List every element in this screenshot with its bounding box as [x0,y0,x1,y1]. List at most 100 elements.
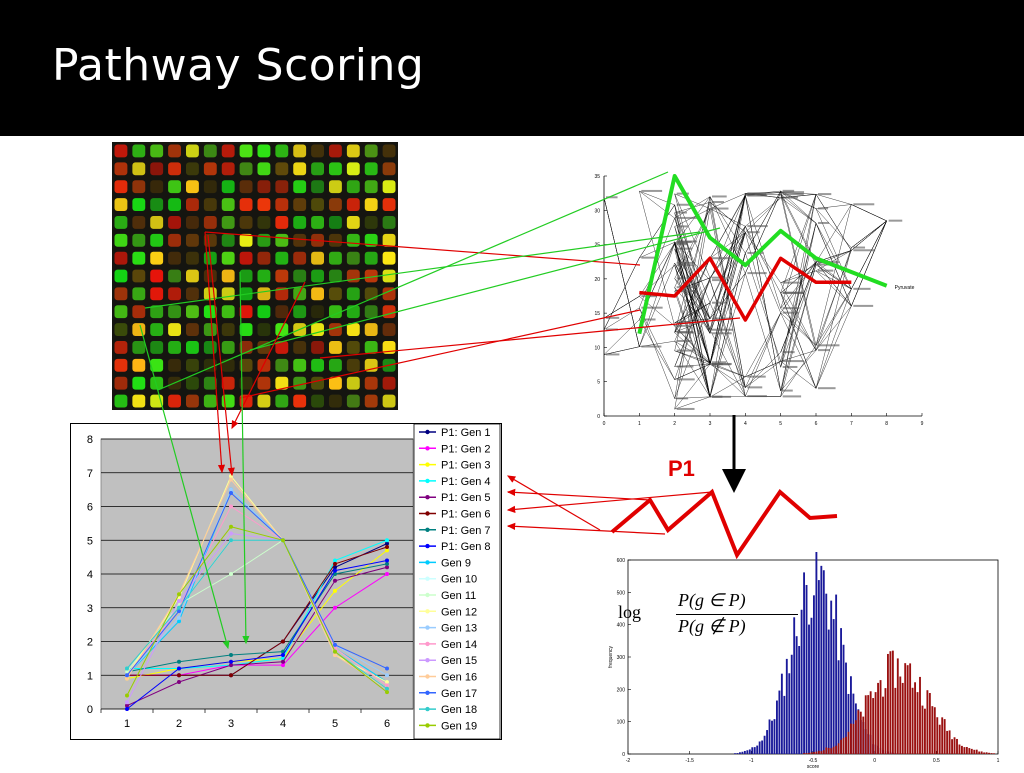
microarray-spot [186,162,199,175]
network-edge [675,364,710,409]
microarray-spot [311,180,324,193]
legend-swatch-marker [425,479,429,483]
microarray-spot [293,252,306,265]
network-edge [604,197,639,346]
microarray-spot [258,198,271,211]
hist-bar [991,753,993,754]
microarray-spot [258,270,271,283]
microarray-spot [132,359,145,372]
legend-swatch-marker [425,674,429,678]
network-node-label [606,196,618,198]
hist-bar [808,625,810,754]
network-y-tick-label: 5 [597,380,600,386]
microarray-spot [258,341,271,354]
network-node-label [712,257,730,259]
microarray-spot [347,287,360,300]
microarray-spot [204,359,217,372]
network-node-label [677,217,699,219]
microarray-spot [347,234,360,247]
microarray-spot [293,377,306,390]
network-node-label [677,212,687,214]
line-point [281,660,285,664]
microarray-spot [132,341,145,354]
network-node-label [677,350,696,352]
network-node-label [712,302,726,304]
hist-bar [889,651,891,754]
hist-bar [966,747,968,754]
network-edge [816,289,851,388]
microarray-spot [383,145,396,158]
hist-bar [781,674,783,754]
microarray-spot [293,180,306,193]
line-point [385,667,389,671]
microarray-spot [365,341,378,354]
hist-bar [993,753,995,754]
network-node-label [712,329,733,331]
network-node-label [677,397,688,399]
microarray-spot [258,287,271,300]
microarray-spot [275,162,288,175]
microarray-spot [186,216,199,229]
microarray-spot [240,287,253,300]
microarray-spot [293,162,306,175]
legend-swatch-marker [425,528,429,532]
microarray-spot [329,162,342,175]
hist-bar [897,658,899,754]
hist-bar [764,736,766,754]
hist-bar [936,717,938,754]
legend-swatch-marker [425,609,429,613]
hist-bar [830,601,832,754]
microarray-spot [293,234,306,247]
hist-bar [843,738,845,754]
hist-bar [771,721,773,754]
microarray-spot [329,305,342,318]
hist-bar [778,691,780,754]
microarray-spot [275,305,288,318]
hist-bar [939,725,941,754]
microarray-spot [222,287,235,300]
microarray-spot [347,180,360,193]
network-node-label [783,351,795,353]
formula-log: log [618,602,641,623]
microarray-spot [347,145,360,158]
legend-entry: Gen 19 [441,720,477,732]
hist-bar [867,695,869,754]
hist-bar [961,746,963,754]
legend-swatch-marker [425,511,429,515]
network-node-label [783,193,804,195]
network-node-label [783,390,793,392]
line-point [125,707,129,711]
network-node-label [818,270,833,272]
hist-bar [746,750,748,754]
hist-bar [862,717,864,754]
microarray-spot [347,359,360,372]
line-point [229,505,233,509]
microarray-spot [329,270,342,283]
microarray-spot [329,377,342,390]
line-point [385,673,389,677]
microarray-spot [240,270,253,283]
microarray-spot [293,359,306,372]
microarray-spot [132,377,145,390]
line-point [177,680,181,684]
network-x-tick-label: 1 [638,421,641,427]
hist-bar [843,645,845,754]
network-edge [639,320,674,380]
network-node-label [677,366,694,368]
arrow-p1-legend-1 [508,476,600,530]
microarray-spot [383,323,396,336]
microarray-spot [115,198,128,211]
microarray-spot [383,395,396,408]
microarray-spot [275,234,288,247]
microarray-spot [240,145,253,158]
microarray-spot [383,287,396,300]
microarray-spot [150,180,163,193]
network-node-label [712,318,732,320]
hist-bar [823,750,825,754]
line-point [177,606,181,610]
legend-swatch-marker [425,544,429,548]
network-x-tick-label: 8 [885,421,888,427]
legend-entry: P1: Gen 7 [441,525,491,537]
microarray-spot [115,287,128,300]
